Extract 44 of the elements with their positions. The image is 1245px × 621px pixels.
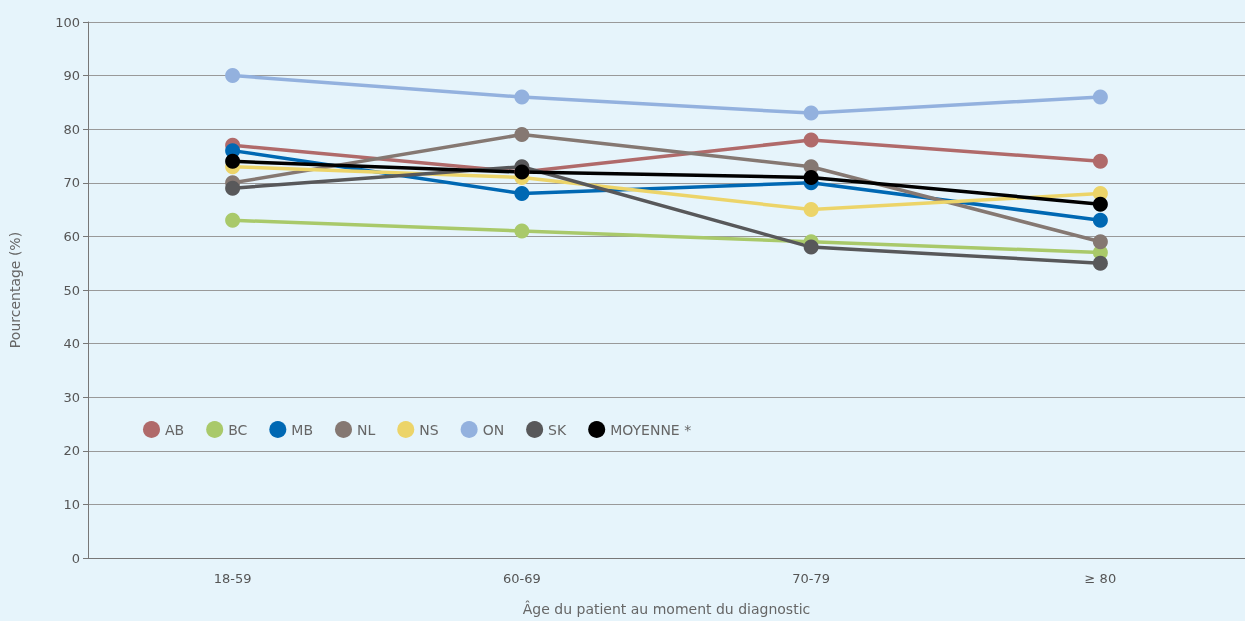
legend-label: BC [228, 421, 248, 438]
y-tick-label: 10 [63, 496, 80, 512]
legend-label: AB [165, 421, 185, 438]
point [514, 127, 530, 143]
y-axis-title: Pourcentage (%) [7, 231, 23, 349]
point [1092, 212, 1108, 228]
x-tick-label: ≥ 80 [1084, 571, 1117, 586]
y-tick-label: 60 [63, 228, 80, 244]
point [514, 186, 530, 202]
point [514, 223, 530, 239]
y-tick-label: 0 [71, 550, 80, 566]
legend-label: MB [291, 421, 313, 438]
point [803, 239, 819, 255]
y-tick-label: 20 [63, 443, 80, 459]
y-tick-label: 40 [63, 336, 80, 352]
legend-label: NS [419, 421, 439, 438]
point [1092, 153, 1108, 169]
point [225, 212, 241, 228]
point [1092, 255, 1108, 271]
point [803, 202, 819, 218]
point [803, 169, 819, 185]
legend-label: NL [357, 421, 376, 438]
y-tick-label: 30 [63, 389, 80, 405]
y-tick-label: 70 [63, 175, 80, 191]
y-tick-label: 80 [63, 121, 80, 137]
point [225, 153, 241, 169]
legend-label: MOYENNE * [610, 421, 692, 438]
legend-label: ON [482, 421, 505, 438]
y-tick-label: 90 [63, 68, 80, 84]
point [803, 105, 819, 121]
point [1092, 89, 1108, 105]
point [1092, 196, 1108, 212]
point [1092, 234, 1108, 250]
x-tick-label: 60-69 [502, 571, 541, 586]
point [803, 132, 819, 148]
x-axis-title: Âge du patient au moment du diagnostic [522, 600, 811, 617]
x-tick-label: 18-59 [213, 571, 252, 586]
point [514, 89, 530, 105]
y-tick-label: 100 [55, 14, 80, 30]
point [225, 68, 241, 84]
x-tick-label: 70-79 [792, 571, 831, 586]
point [225, 180, 241, 196]
y-tick-label: 50 [63, 282, 80, 298]
legend-label: SK [548, 421, 568, 438]
